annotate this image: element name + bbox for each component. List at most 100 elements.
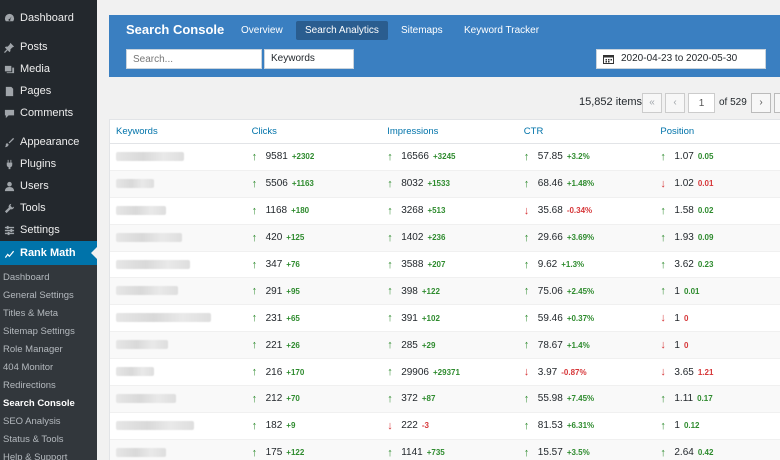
arrow-up-icon: ↑ (523, 231, 530, 244)
submenu-item-sitemap-settings[interactable]: Sitemap Settings (3, 326, 75, 337)
submenu-item-search-console[interactable]: Search Console (3, 398, 75, 409)
table-row[interactable]: ↑ 1168 +180 ↑ 3268 +513 ↓ 35.68 -0.34% ↑ 1.58 0.02 (110, 198, 780, 225)
clicks-change: +95 (286, 286, 300, 296)
submenu-item-dashboard[interactable]: Dashboard (3, 272, 50, 283)
ctr-change: +3.2% (566, 152, 590, 162)
media-icon (3, 63, 15, 75)
column-clicks[interactable]: Clicks (251, 126, 277, 137)
submenu-item-general-settings[interactable]: General Settings (3, 290, 74, 301)
table-row[interactable]: ↑ 212 +70 ↑ 372 +87 ↑ 55.98 +7.45% ↑ 1.11 0.17 (110, 386, 780, 413)
arrow-up-icon: ↑ (387, 231, 393, 244)
sidebar-item-pages[interactable]: Pages (0, 80, 97, 102)
redacted-keyword (116, 259, 190, 269)
sidebar-item-settings[interactable]: Settings (0, 219, 97, 241)
sidebar-item-dashboard[interactable]: Dashboard (0, 7, 97, 29)
sidebar-item-label: Posts (20, 41, 48, 53)
prev-page-button[interactable]: ‹ (665, 93, 685, 113)
sidebar-item-plugins[interactable]: Plugins (0, 153, 97, 175)
table-row[interactable]: ↑ 291 +95 ↑ 398 +122 ↑ 75.06 +2.45% ↑ 1 0.01 (110, 278, 780, 306)
position-value: 1 (674, 339, 680, 351)
submenu-item-404-monitor[interactable]: 404 Monitor (3, 362, 54, 373)
impressions-value: 285 (401, 339, 418, 351)
sidebar-item-media[interactable]: Media (0, 58, 97, 80)
search-input[interactable] (126, 49, 262, 69)
table-row[interactable]: ↑ 216 +170 ↑ 29906 +29371 ↓ 3.97 -0.87% ↓ 3.65 1.21 (110, 359, 780, 387)
tab-search-analytics[interactable]: Search Analytics (296, 21, 388, 40)
submenu-item-help-support[interactable]: Help & Support (3, 452, 68, 460)
submenu-item-seo-analysis[interactable]: SEO Analysis (3, 416, 61, 427)
impressions-change: +1533 (427, 179, 450, 189)
table-row[interactable]: ↑ 347 +76 ↑ 3588 +207 ↑ 9.62 +1.3% ↑ 3.62 0.23 (110, 252, 780, 279)
ctr-change: +1.48% (566, 179, 595, 189)
keyword-cell (110, 419, 246, 433)
plug-icon (3, 158, 15, 170)
sidebar-item-tools[interactable]: Tools (0, 197, 97, 219)
keyword-cell (110, 231, 246, 245)
redacted-keyword (116, 313, 211, 323)
arrow-down-icon: ↓ (660, 339, 666, 352)
arrow-up-icon: ↑ (660, 150, 666, 163)
submenu-item-titles-meta[interactable]: Titles & Meta (3, 308, 59, 319)
impressions-change: +513 (427, 206, 446, 216)
tab-overview[interactable]: Overview (241, 25, 283, 36)
impressions-cell: ↑ 1141 +735 (381, 447, 518, 459)
position-value: 1 (674, 285, 680, 297)
sidebar-item-posts[interactable]: Posts (0, 36, 97, 58)
clicks-value: 212 (265, 393, 283, 405)
ctr-change: +1.3% (561, 260, 585, 269)
ctr-change: +0.37% (566, 313, 595, 323)
ctr-cell: ↑ 75.06 +2.45% (518, 285, 655, 297)
submenu-item-role-manager[interactable]: Role Manager (3, 344, 63, 355)
tab-sitemaps[interactable]: Sitemaps (401, 25, 443, 36)
clicks-value: 420 (265, 232, 283, 244)
redacted-keyword (116, 367, 154, 377)
arrow-down-icon: ↓ (523, 366, 530, 379)
sidebar-item-appearance[interactable]: Appearance (0, 131, 97, 153)
submenu-item-status-tools[interactable]: Status & Tools (3, 434, 64, 445)
table-row[interactable]: ↑ 420 +125 ↑ 1402 +236 ↑ 29.66 +3.69% ↑ 1.93 0.09 (110, 224, 780, 252)
table-row[interactable]: ↑ 9581 +2302 ↑ 16566 +3245 ↑ 57.85 +3.2% ↑ 1.07 0.0… (110, 144, 780, 171)
rank-math-icon (3, 247, 15, 259)
sidebar-item-rank-math[interactable]: Rank Math (0, 241, 97, 265)
last-page-button[interactable] (774, 93, 780, 113)
column-keywords[interactable]: Keywords (116, 126, 158, 137)
arrow-up-icon: ↑ (387, 312, 393, 325)
table-row[interactable]: ↑ 182 +9 ↓ 222 -3 ↑ 81.53 +6.31% ↑ 1 0.12 (110, 413, 780, 440)
column-ctr[interactable]: CTR (523, 126, 544, 137)
table-row[interactable]: ↑ 231 +65 ↑ 391 +102 ↑ 59.46 +0.37% ↓ 1 0 (110, 305, 780, 333)
arrow-up-icon: ↑ (387, 339, 393, 352)
table-row[interactable]: ↑ 175 +122 ↑ 1141 +735 ↑ 15.57 +3.5% ↑ 2.64 0.42 (110, 439, 780, 460)
sidebar-item-users[interactable]: Users (0, 175, 97, 197)
sidebar-item-label: Rank Math (20, 247, 76, 259)
first-page-button[interactable]: « (642, 93, 662, 113)
keyword-cell (110, 177, 246, 191)
column-impressions[interactable]: Impressions (387, 126, 439, 137)
tab-keyword-tracker[interactable]: Keyword Tracker (464, 25, 540, 36)
ctr-value: 78.67 (537, 339, 563, 351)
submenu-item-redirections[interactable]: Redirections (3, 380, 56, 391)
position-value: 3.62 (674, 259, 694, 270)
arrow-up-icon: ↑ (251, 231, 258, 244)
date-range-picker[interactable]: 2020-04-23 to 2020-05-30 (596, 49, 766, 69)
arrow-up-icon: ↑ (251, 366, 258, 379)
table-row[interactable]: ↑ 221 +26 ↑ 285 +29 ↑ 78.67 +1.4% ↓ 1 0 (110, 332, 780, 360)
clicks-value: 175 (265, 447, 283, 459)
redacted-keyword (116, 232, 182, 242)
next-page-button[interactable]: › (751, 93, 771, 113)
ctr-value: 35.68 (537, 205, 563, 217)
total-pages: of 529 (719, 97, 747, 108)
sidebar-item-comments[interactable]: Comments (0, 102, 97, 124)
ctr-value: 81.53 (537, 420, 563, 432)
arrow-up-icon: ↑ (523, 177, 530, 190)
current-page-input[interactable] (688, 93, 715, 113)
impressions-change: +87 (421, 394, 436, 404)
keyword-cell (110, 258, 246, 272)
position-change: 0.17 (697, 394, 713, 404)
table-row[interactable]: ↑ 5506 +1163 ↑ 8032 +1533 ↑ 68.46 +1.48% ↓ 1.02 0.0… (110, 170, 780, 198)
position-change: 0.02 (697, 206, 714, 216)
column-position[interactable]: Position (660, 126, 695, 137)
arrow-up-icon: ↑ (251, 258, 258, 271)
ctr-cell: ↓ 35.68 -0.34% (518, 205, 655, 217)
arrow-up-icon: ↑ (251, 312, 258, 325)
filter-select[interactable]: Keywords (264, 49, 354, 69)
